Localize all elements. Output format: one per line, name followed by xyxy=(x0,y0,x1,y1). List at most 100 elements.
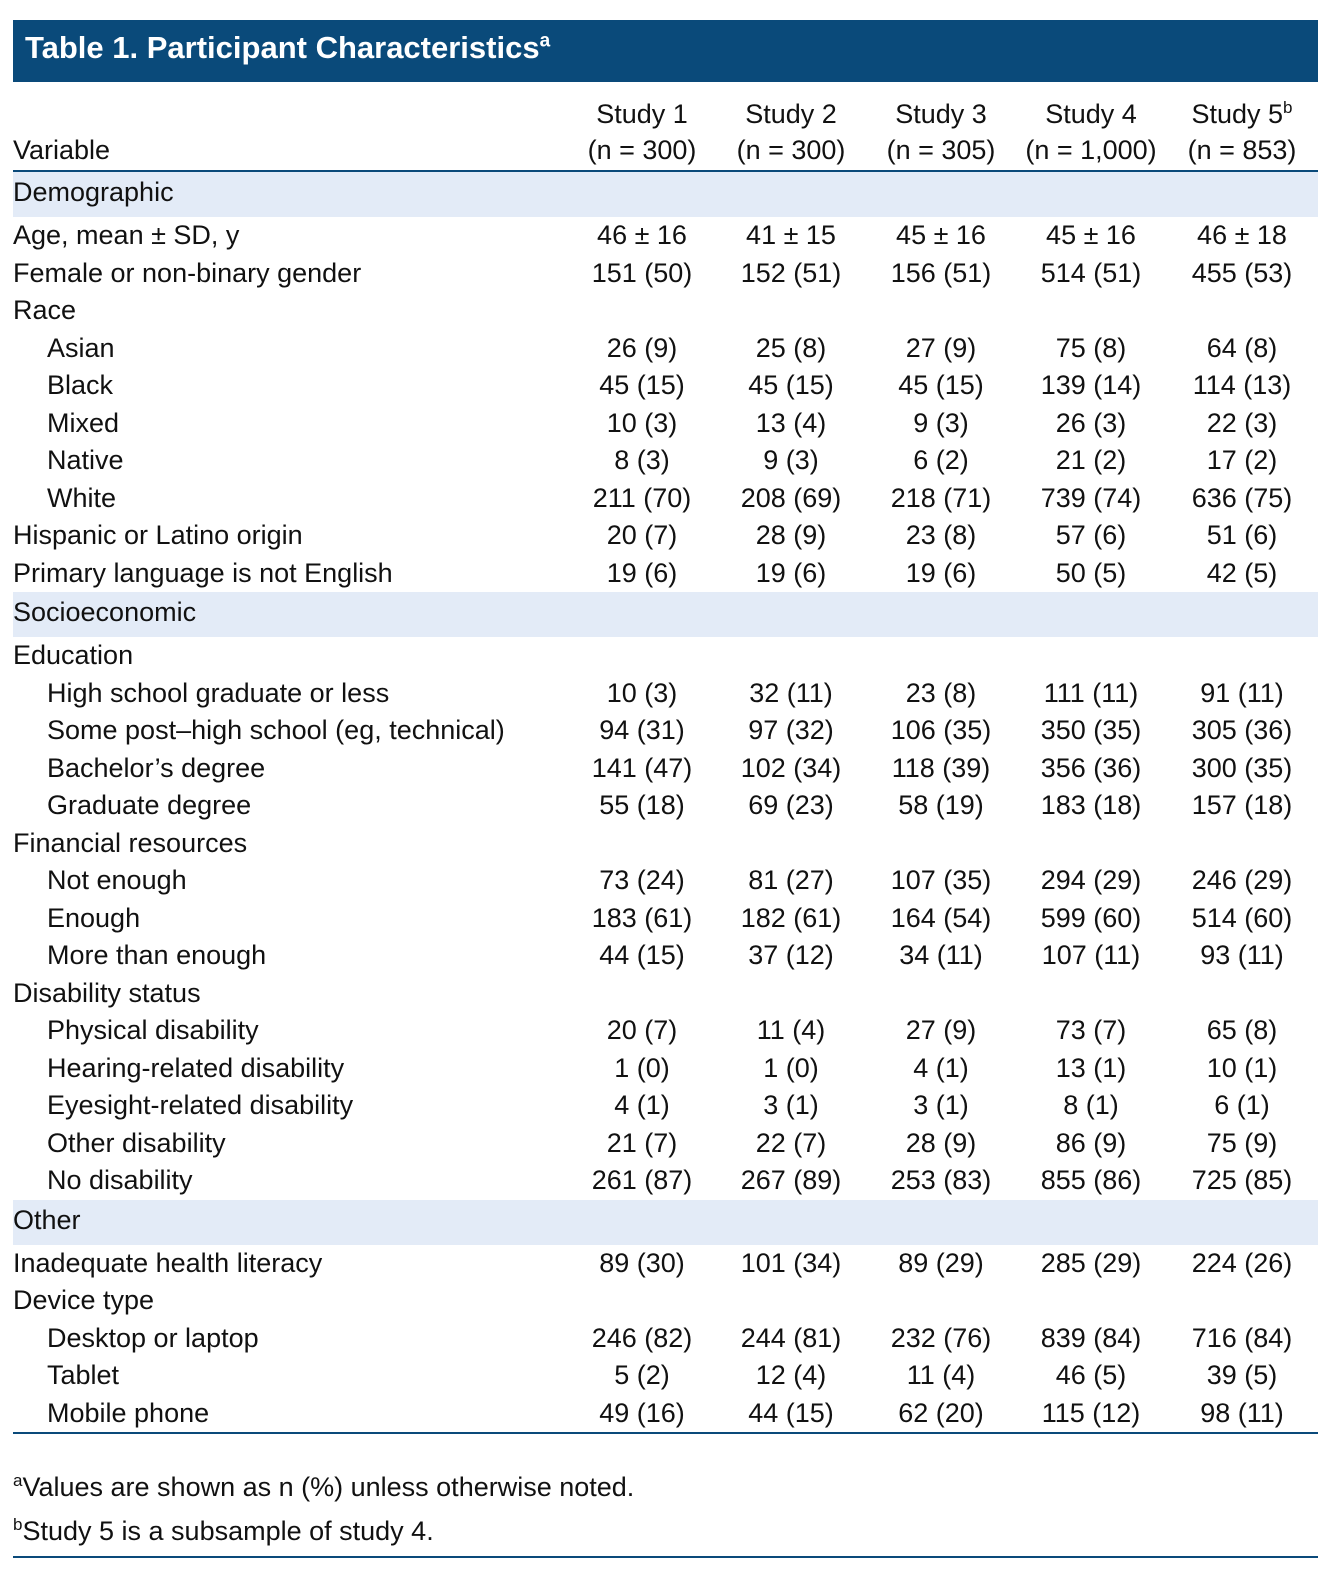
row-label: Desktop or laptop xyxy=(47,1322,259,1353)
sub-row: Black 45 (15) 45 (15) 45 (15) 139 (14) 114 (1… xyxy=(13,367,1318,405)
sub-row: Desktop or laptop 246 (82) 244 (81) 232 (76… xyxy=(13,1320,1318,1358)
cell: 44 (15) xyxy=(748,1397,834,1428)
cell: 28 (9) xyxy=(905,1127,977,1158)
cell xyxy=(716,292,866,330)
cell: 636 (75) xyxy=(1191,482,1293,513)
column-n: (n = 1,000) xyxy=(1025,135,1157,165)
cell: 73 (24) xyxy=(599,865,685,895)
cell xyxy=(1016,975,1166,1013)
cell: 44 (15) xyxy=(599,940,685,970)
section-row: Other xyxy=(13,1199,1318,1245)
cell: 45 (15) xyxy=(898,370,984,400)
cell: 9 (3) xyxy=(913,407,969,438)
cell: 64 (8) xyxy=(1206,332,1278,363)
cell: 151 (50) xyxy=(591,257,693,288)
cell: 114 (13) xyxy=(1192,370,1292,400)
sub-row: Mixed 10 (3) 13 (4) 9 (3) 26 (3) 22 (3) xyxy=(13,405,1318,443)
cell: 8 (3) xyxy=(614,445,670,475)
row-label: Disability status xyxy=(13,977,201,1008)
cell: 152 (51) xyxy=(740,257,842,288)
cell: 6 (2) xyxy=(913,445,969,475)
cell: 267 (89) xyxy=(740,1165,842,1195)
cell: 28 (9) xyxy=(755,520,827,550)
cell: 514 (51) xyxy=(1040,257,1142,288)
table-header: Variable Study 1 (n = 300) Study 2 (n = 300… xyxy=(13,90,1318,171)
cell: 599 (60) xyxy=(1040,902,1142,933)
cell: 32 (11) xyxy=(749,677,833,708)
cell: 49 (16) xyxy=(599,1397,685,1428)
cell: 23 (8) xyxy=(905,677,977,708)
column-title: Study 4 xyxy=(1045,99,1137,129)
cell: 73 (7) xyxy=(1055,1015,1127,1045)
row-label: More than enough xyxy=(47,940,267,970)
cell: 107 (35) xyxy=(890,865,992,895)
cell: 25 (8) xyxy=(755,332,827,363)
cell: 10 (3) xyxy=(606,407,678,438)
sub-row: Eyesight-related disability 4 (1) 3 (1) 3 (… xyxy=(13,1087,1318,1125)
cell: 232 (76) xyxy=(890,1322,992,1353)
row: Disability status xyxy=(13,975,1318,1013)
cell: 106 (35) xyxy=(890,715,992,745)
section-row: Demographic xyxy=(13,171,1318,217)
cell: 55 (18) xyxy=(599,790,685,820)
cell: 725 (85) xyxy=(1191,1165,1293,1195)
cell: 89 (29) xyxy=(898,1247,984,1278)
row-label: Financial resources xyxy=(13,827,248,858)
sub-row: Mobile phone 49 (16) 44 (15) 62 (20) 115 (12… xyxy=(13,1395,1318,1434)
cell: 3 (1) xyxy=(913,1090,969,1120)
cell xyxy=(568,975,716,1013)
cell: 3 (1) xyxy=(763,1090,819,1120)
cell xyxy=(716,637,866,675)
row-label: Age, mean ± SD, y xyxy=(13,220,240,250)
row: Age, mean ± SD, y 46 ± 16 41 ± 15 45 ± 16 45… xyxy=(13,217,1318,255)
column-header: Study 1 (n = 300) xyxy=(568,90,716,171)
cell: 300 (35) xyxy=(1191,752,1293,783)
cell xyxy=(568,825,716,863)
row-label: White xyxy=(47,482,117,513)
cell: 46 (5) xyxy=(1055,1360,1127,1390)
column-title: Study 1 xyxy=(596,99,688,129)
cell: 107 (11) xyxy=(1041,940,1141,970)
sub-row: White 211 (70) 208 (69) 218 (71) 739 (74) 636… xyxy=(13,480,1318,518)
cell: 12 (4) xyxy=(755,1360,827,1390)
cell: 182 (61) xyxy=(740,902,842,933)
sub-row: Tablet 5 (2) 12 (4) 11 (4) 46 (5) 39 (5) xyxy=(13,1357,1318,1395)
cell: 42 (5) xyxy=(1206,557,1278,588)
cell: 305 (36) xyxy=(1191,715,1293,745)
sub-row: High school graduate or less 10 (3) 32 (11… xyxy=(13,675,1318,713)
cell xyxy=(1016,1282,1166,1320)
cell: 26 (3) xyxy=(1055,407,1127,438)
row: Inadequate health literacy 89 (30) 101 (34… xyxy=(13,1245,1318,1283)
cell: 69 (23) xyxy=(748,790,834,820)
cell xyxy=(568,292,716,330)
column-n: (n = 853) xyxy=(1187,135,1297,165)
cell: 350 (35) xyxy=(1040,715,1142,745)
cell: 21 (7) xyxy=(606,1127,678,1158)
cell: 855 (86) xyxy=(1040,1165,1142,1195)
cell: 183 (61) xyxy=(591,902,693,933)
cell: 98 (11) xyxy=(1200,1397,1284,1428)
cell xyxy=(866,825,1016,863)
cell: 91 (11) xyxy=(1200,677,1284,708)
row-label: Not enough xyxy=(47,865,187,895)
row-label: Bachelor’s degree xyxy=(47,752,266,783)
sub-row: Graduate degree 55 (18) 69 (23) 58 (19) 183 … xyxy=(13,787,1318,825)
table-title: Table 1. Participant Characteristicsa xyxy=(13,20,1318,82)
sub-row: Some post–high school (eg, technical) 94 … xyxy=(13,712,1318,750)
cell: 716 (84) xyxy=(1191,1322,1293,1353)
cell xyxy=(1166,637,1318,675)
cell: 285 (29) xyxy=(1040,1247,1142,1278)
cell: 94 (31) xyxy=(599,715,685,745)
cell: 19 (6) xyxy=(606,557,678,588)
cell: 86 (9) xyxy=(1055,1127,1127,1158)
cell xyxy=(1016,825,1166,863)
cell: 22 (7) xyxy=(755,1127,827,1158)
title-text: Table 1. Participant Characteristics xyxy=(25,30,540,65)
section-row: Socioeconomic xyxy=(13,592,1318,637)
cell: 62 (20) xyxy=(898,1397,984,1428)
cell: 118 (39) xyxy=(891,752,991,783)
title-note: a xyxy=(539,30,551,52)
footnote: aValues are shown as n (%) unless otherw… xyxy=(13,1462,1318,1506)
cell: 41 ± 15 xyxy=(746,220,836,250)
row-label: Device type xyxy=(13,1285,155,1315)
